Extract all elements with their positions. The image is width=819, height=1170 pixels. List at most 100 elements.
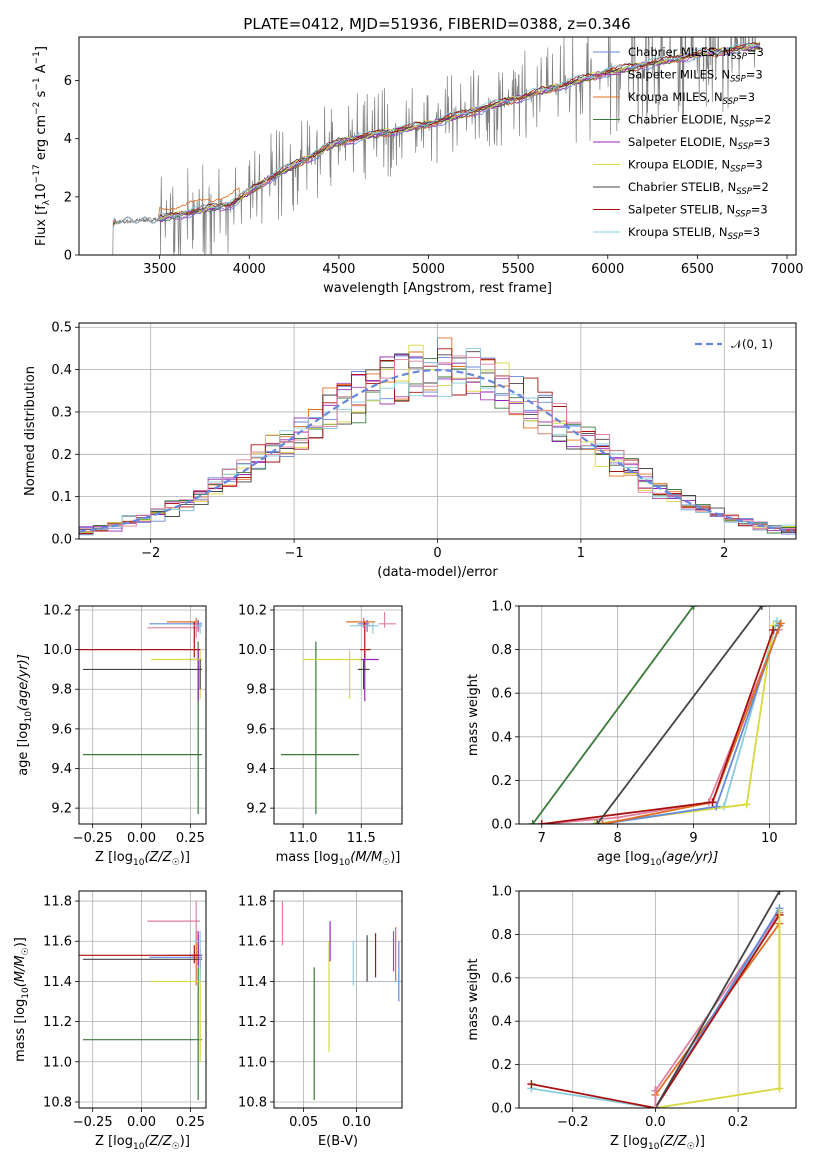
label-part: −1 [32,51,42,64]
label-part: 10 [21,987,31,999]
y-tick-label: 9.6 [246,722,267,737]
y-tick-label: 9.2 [51,802,72,817]
label-part: SSP [731,52,747,62]
x-tick-label: 5500 [502,262,535,277]
x-axis-label: Z [log10(Z/Z☉)] [95,850,190,868]
label-part: 10 [24,711,34,723]
x-axis-label: wavelength [Angstrom, rest frame] [323,281,552,296]
label-part: Z [log [95,1134,133,1149]
residual-histogram [79,355,796,533]
y-tick-label: 1.0 [491,885,512,900]
y-tick-label: 1.0 [491,600,512,615]
label-part: Flux [f [34,205,49,246]
y-tick-label: 0.4 [491,730,512,745]
label-part: age [log [16,723,31,776]
y-tick-label: 9.4 [51,762,72,777]
label-part: Chabrier STELIB, N [628,180,736,194]
y-axis-label: mass weight [466,958,481,1040]
x-tick-label: 0.2 [728,1115,749,1130]
panel-mass_vs_ebv: 0.05 0.10 10.8 11.0 11.2 11.4 11.6 11.8 E(B-V) [238,890,403,1149]
y-tick-label: 11.8 [43,895,72,910]
legend-label: Chabrier ELODIE, NSSP=2 [628,113,771,130]
y-tick-label: 0.4 [491,1015,512,1030]
y-tick-label: 11.2 [238,1015,267,1030]
y-axis-label: mass [log10(M/M☉)] [13,937,31,1062]
x-tick-label: 11.5 [347,831,376,846]
label-part: )] [695,1134,705,1149]
label-part: Kroupa MILES, N [628,90,723,104]
x-tick-label: −0.2 [557,1115,589,1130]
y-tick-label: 9.4 [246,762,267,777]
mass-weight-line [531,606,695,824]
label-part: Z [162,1134,173,1149]
label-part: (Z/ [144,1134,164,1149]
y-tick-label: 4 [64,132,72,147]
label-part: ☉ [382,858,390,868]
mass-weight-line [654,891,781,1108]
y-tick-label: 0.8 [491,928,512,943]
label-part: A [34,64,49,77]
legend-label: Kroupa ELODIE, NSSP=3 [628,158,763,175]
label-part: =2 [754,113,771,127]
label-part: =2 [752,180,769,194]
label-part: Salpeter ELODIE, N [628,135,738,149]
x-tick-label: 10 [761,831,778,846]
y-tick-label: 10.0 [43,643,72,658]
x-tick-label: 0 [433,546,441,561]
y-axis-label: age [log10(age/yr)] [16,654,34,776]
label-part: SSP [730,75,746,85]
label-part: Z [677,1134,688,1149]
x-tick-label: 11.0 [289,831,318,846]
label-part: SSP [736,187,752,197]
label-part: SSP [735,210,751,220]
mass-weight-marker [769,625,778,634]
x-tick-label: −2 [141,546,160,561]
axes-frame [518,605,797,825]
y-tick-label: 0.3 [51,405,72,420]
panel-residuals: −2 −1 0 1 2 0.0 0.1 0.2 0.3 0.4 0.5 (data-model)/er… [23,321,797,580]
figure-title: PLATE=0412, MJD=51936, FIBERID=0388, z=0… [243,15,630,33]
y-tick-label: 11.4 [43,975,72,990]
label-part: 10 [339,858,351,868]
label-part: =3 [746,68,763,82]
label-part: )] [180,850,190,865]
label-part: M [371,850,382,865]
normal-curve [79,368,794,533]
y-axis-label: Flux [fλ10−17 erg cm−2 s−1 A−1] [32,46,52,246]
panel-spectrum: 3500 4000 4500 5000 5500 6000 6500 7000 0 2 4 6 wave… [32,36,804,296]
mass-weight-marker [708,798,717,807]
axes-frame [78,36,797,256]
y-tick-label: 0.0 [491,1102,512,1117]
residual-histogram [79,348,796,534]
label-part: Salpeter MILES, N [628,68,730,82]
axes-frame [273,605,403,825]
label-part: λ [42,199,52,205]
axes-frame [78,322,797,540]
label-part: Z [log [610,1134,648,1149]
y-tick-label: 0.1 [51,490,72,505]
label-part: =3 [746,158,763,172]
plot-area-residuals [79,337,796,536]
y-tick-label: 0.0 [51,533,72,548]
y-tick-label: 0.2 [51,448,72,463]
label-part: SSP [728,232,744,242]
plot-area-mass_vs_Z [79,901,203,1100]
plot-area-age_vs_Z [79,617,203,815]
legend-label: Chabrier MILES, NSSP=3 [628,45,764,62]
label-part: mass [log [13,999,28,1062]
mass-weight-marker [742,800,751,809]
x-tick-label: 9 [689,831,697,846]
panel-age_vs_Z: −0.25 0.00 0.259.29.49.69.810.010.2Z [log1… [16,603,207,868]
x-axis-label: Z [log10(Z/Z☉)] [610,1134,705,1152]
label-part: =3 [747,45,764,59]
label-part: −1 [32,77,42,90]
label-part: ☉ [172,1142,180,1152]
label-part: ☉ [21,947,31,955]
legend-label: Kroupa MILES, NSSP=3 [628,90,755,107]
label-part: ☉ [687,1142,695,1152]
legend-label: Chabrier STELIB, NSSP=2 [628,180,769,197]
label-part: )] [390,850,400,865]
label-part: Kroupa STELIB, N [628,225,728,239]
